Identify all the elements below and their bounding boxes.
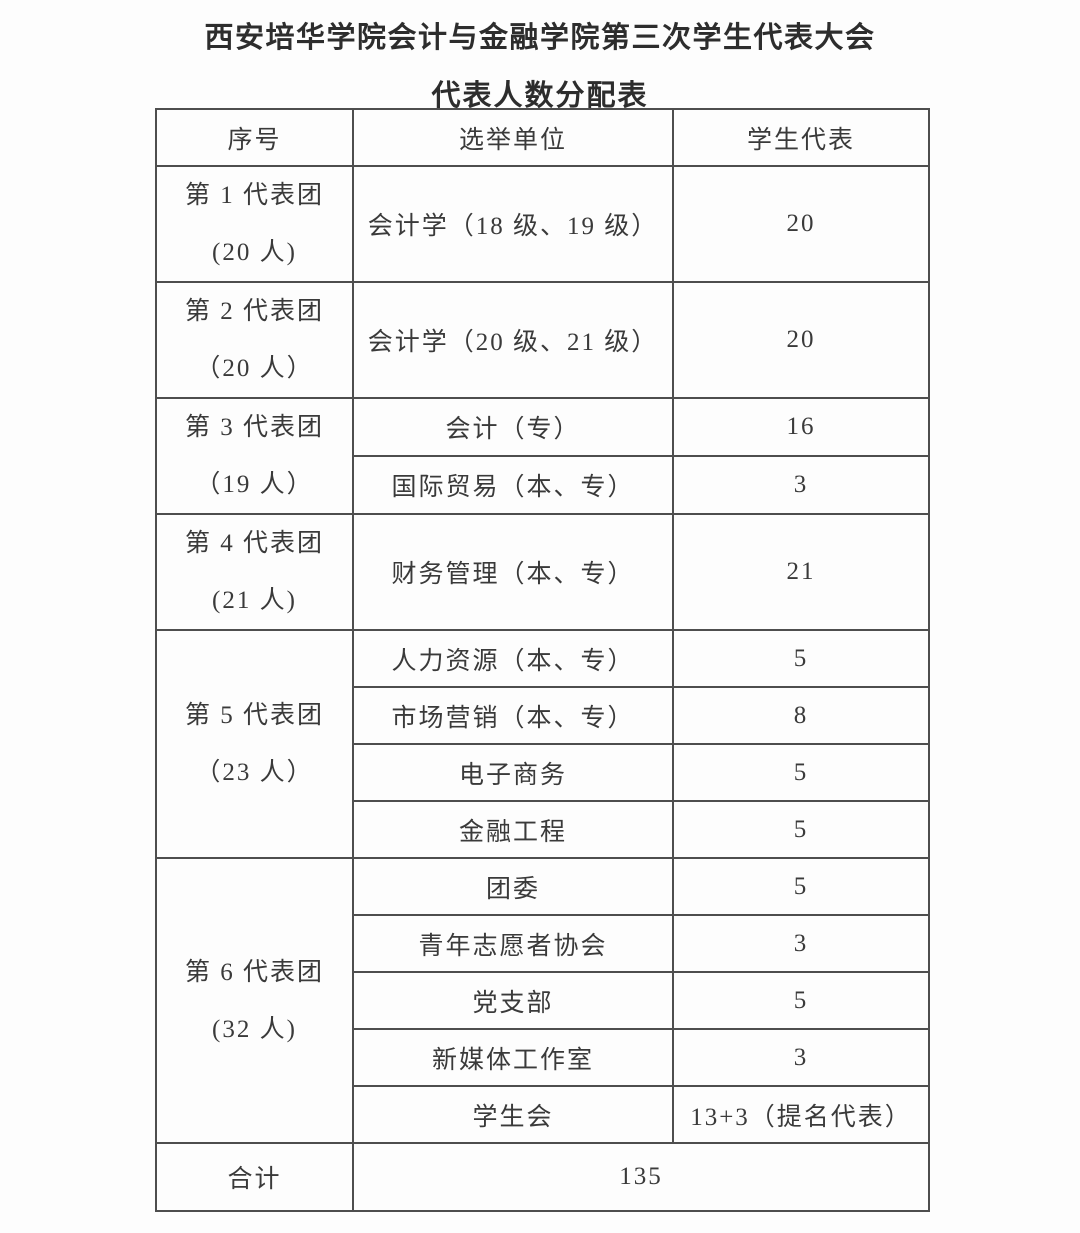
count-cell: 5: [672, 971, 930, 1030]
count-cell: 8: [672, 686, 930, 745]
unit-cell: 财务管理（本、专）: [352, 513, 674, 631]
group-size: （23 人）: [195, 759, 314, 786]
table-row: 金融工程 5: [156, 800, 930, 859]
unit-cell: 青年志愿者协会: [352, 914, 674, 973]
total-label-cell: 合计: [155, 1142, 354, 1212]
group-name: 第 1 代表团: [184, 182, 324, 209]
total-row: 合计 135: [155, 1142, 930, 1212]
document-title: 西安培华学院会计与金融学院第三次学生代表大会: [204, 22, 876, 54]
unit-cell: 电子商务: [352, 743, 674, 802]
table-row: 新媒体工作室 3: [156, 1028, 930, 1087]
group-name: 第 4 代表团: [184, 530, 324, 557]
count-cell: 20: [672, 281, 930, 399]
unit-cell: 团委: [352, 857, 674, 916]
group-size: (32 人): [212, 1015, 297, 1043]
count-cell: 13+3（提名代表）: [672, 1085, 930, 1144]
count-cell: 5: [672, 857, 930, 916]
group-name: 第 6 代表团: [184, 958, 324, 986]
unit-cell: 党支部: [352, 971, 674, 1030]
header-cell-delegates: 学生代表: [672, 108, 930, 167]
group-size: (20 人): [212, 239, 297, 266]
count-cell: 3: [672, 1028, 930, 1087]
unit-cell: 金融工程: [352, 800, 674, 859]
unit-cell: 会计学（18 级、19 级）: [352, 165, 674, 283]
table-row: 党支部 5: [156, 971, 930, 1030]
group-cell-5: 第 5 代表团 （23 人）: [155, 629, 354, 859]
group-name: 第 2 代表团: [184, 298, 324, 325]
table-row: 青年志愿者协会 3: [156, 914, 930, 973]
group-cell-4: 第 4 代表团 (21 人): [155, 513, 354, 631]
unit-cell: 国际贸易（本、专）: [352, 455, 674, 515]
count-cell: 5: [672, 743, 930, 802]
table-row: 第 3 代表团 （19 人） 会计（专） 16: [155, 397, 930, 515]
table-row: 市场营销（本、专） 8: [156, 686, 930, 745]
table-row: 国际贸易（本、专） 3: [156, 455, 930, 515]
total-value-cell: 135: [352, 1142, 930, 1212]
document-subtitle: 代表人数分配表: [431, 80, 649, 112]
group-name: 第 5 代表团: [184, 702, 324, 729]
unit-cell: 人力资源（本、专）: [352, 629, 674, 688]
table-row: 学生会 13+3（提名代表）: [156, 1085, 930, 1144]
table-header-row: 序号 选举单位 学生代表: [155, 108, 930, 167]
table-row: 电子商务 5: [156, 743, 930, 802]
group-size: （19 人）: [195, 471, 314, 498]
table-row: 第 4 代表团 (21 人) 财务管理（本、专） 21: [155, 513, 930, 631]
unit-cell: 新媒体工作室: [352, 1028, 674, 1087]
group-size: （20 人）: [195, 355, 314, 382]
header-cell-seq: 序号: [155, 108, 354, 167]
group-cell-2: 第 2 代表团 （20 人）: [155, 281, 354, 399]
group-cell-1: 第 1 代表团 (20 人): [155, 165, 354, 283]
count-cell: 5: [672, 800, 930, 859]
unit-cell: 会计（专）: [352, 397, 674, 457]
allocation-table: 序号 选举单位 学生代表 第 1 代表团 (20 人) 会计学（18 级、19 …: [155, 108, 930, 1212]
group-size: (21 人): [212, 587, 297, 614]
unit-cell: 会计学（20 级、21 级）: [352, 281, 674, 399]
count-cell: 3: [672, 455, 930, 515]
table-row: 第 1 代表团 (20 人) 会计学（18 级、19 级） 20: [155, 165, 930, 283]
table-row: 第 5 代表团 （23 人） 人力资源（本、专） 5: [155, 629, 930, 859]
table-row: 第 2 代表团 （20 人） 会计学（20 级、21 级） 20: [155, 281, 930, 399]
table-row: 第 6 代表团 (32 人) 团委 5: [155, 857, 930, 1144]
unit-cell: 学生会: [352, 1085, 674, 1144]
count-cell: 3: [672, 914, 930, 973]
group-cell-3: 第 3 代表团 （19 人）: [155, 397, 354, 515]
group-name: 第 3 代表团: [184, 414, 324, 441]
count-cell: 21: [672, 513, 930, 631]
count-cell: 20: [672, 165, 930, 283]
count-cell: 16: [672, 397, 930, 457]
group-cell-6: 第 6 代表团 (32 人): [155, 857, 354, 1144]
header-cell-unit: 选举单位: [352, 108, 674, 167]
unit-cell: 市场营销（本、专）: [352, 686, 674, 745]
count-cell: 5: [672, 629, 930, 688]
